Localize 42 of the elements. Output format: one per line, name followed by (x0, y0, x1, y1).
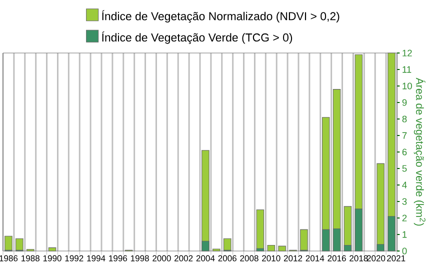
x-tick-label: 2021 (387, 255, 406, 262)
x-tick-label: 2014 (306, 255, 324, 262)
x-tick-label: 2004 (196, 255, 215, 262)
x-tick-label: 2016 (328, 255, 346, 262)
x-tick-label: 2008 (240, 255, 258, 262)
y-tick-label: 3 (402, 198, 407, 205)
y-tick-label: 12 (402, 50, 412, 56)
x-tick-label: 2010 (262, 255, 280, 262)
y-tick-label: 4 (402, 182, 407, 188)
x-tick-label: 2020 (366, 255, 386, 262)
y-tick-label: 11 (402, 66, 412, 73)
y-tick-label: 9 (402, 99, 407, 106)
x-tick-label: 2018 (350, 255, 368, 262)
x-tick-label: 2012 (284, 255, 302, 262)
x-tick-label: 1990 (43, 255, 62, 262)
x-tick-label: 1996 (109, 255, 128, 262)
x-tick-label: 2006 (218, 255, 236, 262)
x-tick-label: 1988 (22, 255, 40, 262)
bar (300, 229, 308, 252)
bar (278, 246, 286, 252)
bar (223, 238, 232, 252)
x-tick-label: 2002 (174, 255, 193, 262)
x-tick-label: 1998 (130, 255, 149, 262)
bar (4, 236, 12, 252)
x-tick-label: 2000 (152, 255, 171, 262)
legend-label: Índice de Vegetação Verde (TCG > 0) (102, 32, 292, 44)
y-tick-label: 0 (402, 248, 407, 254)
bar (16, 238, 24, 252)
y-tick-label: 6 (402, 148, 407, 156)
y-tick-label: 1 (402, 231, 407, 238)
legend-label: Índice de Vegetação Normalizado (NDVI > 0,2) (102, 10, 340, 23)
bar (48, 247, 56, 252)
y-tick-label: 7 (402, 132, 407, 139)
y-tick-label: 2 (402, 214, 407, 222)
y-tick-label: 10 (402, 82, 412, 90)
x-tick-label: 1994 (87, 255, 106, 262)
y-tick-label: 8 (402, 116, 407, 122)
x-tick-label: 1992 (65, 255, 84, 262)
bar (267, 244, 276, 252)
y-axis-title: Área de vegetação verde (km$^{2}$) (414, 78, 426, 226)
y-tick-label: 5 (402, 165, 407, 172)
x-tick-label: 1986 (0, 255, 18, 262)
